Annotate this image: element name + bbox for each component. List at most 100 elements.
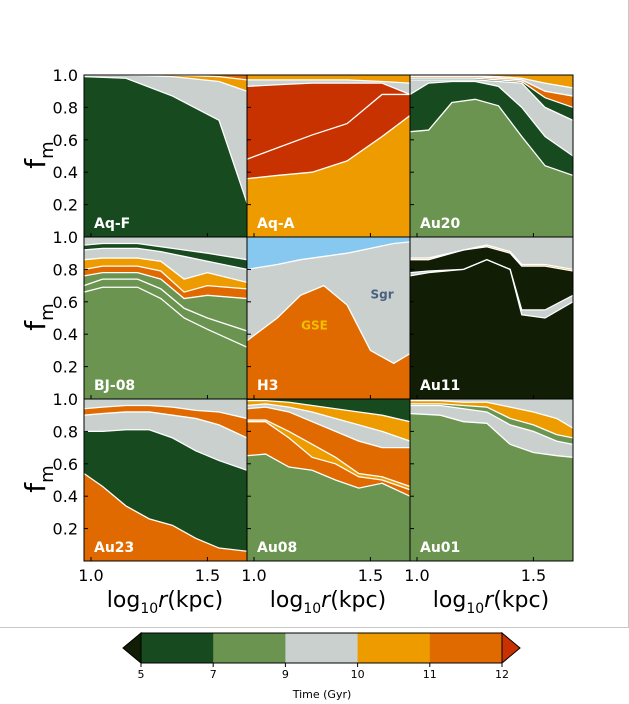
colorbar-over-arrow [501, 631, 521, 665]
band-au23-2 [84, 411, 247, 471]
band-au20-4 [410, 76, 573, 108]
colorbar-segment [213, 633, 286, 663]
band-boundary-au01-2 [410, 403, 573, 439]
figure-frame-bottom [0, 627, 629, 628]
y-tick-label: 0.6 [53, 455, 78, 474]
y-tick-label: 0.8 [53, 260, 78, 279]
band-boundary-bj-08-2 [84, 271, 247, 300]
band-boundary-au08-3 [247, 406, 410, 449]
band-aq-f-1 [84, 75, 247, 203]
colorbar-frame [140, 632, 503, 664]
panel-label: Au01 [420, 540, 460, 556]
panel-au08: Au08 [246, 398, 411, 562]
band-au01-4 [410, 399, 573, 429]
band-boundary-au20-4 [410, 75, 573, 97]
band-bj-08-1 [84, 279, 247, 348]
band-boundary-bj-08-4 [84, 257, 247, 283]
y-axis-label-row-1: fm [19, 141, 58, 168]
panel-au23: Au23 [83, 398, 248, 562]
band-boundary-aq-a-3 [247, 79, 410, 84]
panel-au20: Au20 [409, 74, 574, 238]
band-au08-0 [247, 454, 410, 561]
y-tick-label: 1.0 [53, 390, 78, 409]
band-boundary-bj-08-6 [84, 242, 247, 261]
y-tick-labels: 0.2 0.4 0.6 0.8 1.0 0.2 0.4 0.6 0.8 1.0 0.2 0.4 0.6 0… [53, 66, 78, 539]
band-boundary-au20-3 [410, 77, 573, 109]
band-boundary-au20-5 [410, 75, 573, 89]
band-boundary-aq-a-0 [247, 114, 410, 180]
band-boundary-bj-08-1 [84, 278, 247, 332]
annotation-sgr: Sgr [370, 288, 393, 302]
y-tick-label: 0.2 [53, 520, 78, 539]
panel-label: BJ-08 [94, 378, 135, 394]
band-boundary-au20-0 [410, 98, 573, 177]
band-boundary-au08-2 [247, 419, 410, 488]
y-tick-label: 0.8 [53, 422, 78, 441]
band-au20-6 [410, 75, 573, 88]
panel-grid: Aq-F Aq-A Au20 BJ-08 GSE Sgr H3 Au11 Au23 Au08 Au0… [83, 74, 574, 562]
x-axis-label-col-1: log10r(kpc) [107, 588, 223, 617]
y-tick-label: 0.8 [53, 98, 78, 117]
panel-label: H3 [257, 378, 278, 394]
band-bj-08-6 [84, 243, 247, 270]
band-boundary-bj-08-3 [84, 265, 247, 293]
x-tick-label: 1.0 [78, 566, 103, 585]
band-boundary-au01-1 [410, 404, 573, 445]
band-boundary-au08-1 [247, 421, 410, 491]
panel-label: Aq-A [257, 216, 295, 232]
band-boundary-au01-3 [410, 399, 573, 429]
panel-h3: GSE Sgr H3 [246, 236, 411, 400]
y-tick-label: 1.0 [53, 66, 78, 85]
band-aq-a-1 [247, 94, 410, 179]
y-tick-label: 0.2 [53, 196, 78, 215]
band-boundary-bj-08-5 [84, 247, 247, 271]
band-h3-2 [247, 237, 410, 270]
panel-frame [409, 398, 574, 562]
panel-label: Au20 [420, 216, 461, 232]
colorbar-tick-label: 10 [351, 668, 365, 681]
band-au08-2 [247, 420, 410, 490]
y-tick-label: 0.4 [53, 325, 78, 344]
band-au01-0 [410, 413, 573, 561]
panel-au01: Au01 [409, 398, 574, 562]
x-tick-label: 1.5 [195, 566, 220, 585]
band-au23-4 [84, 399, 247, 419]
colorbar-label: Time (Gyr) [292, 688, 352, 701]
band-boundary-au23-1 [84, 429, 247, 471]
band-au23-3 [84, 405, 247, 438]
band-bj-08-2 [84, 272, 247, 331]
band-au01-2 [410, 403, 573, 445]
band-boundary-au11-3 [410, 244, 573, 271]
band-au23-0 [84, 473, 247, 561]
y-tick-label: 0.6 [53, 131, 78, 150]
band-au11-4 [410, 237, 573, 270]
y-axis-label-row-2: fm [19, 303, 58, 330]
band-au08-1 [247, 421, 410, 497]
band-au23-1 [84, 429, 247, 552]
band-boundary-aq-a-1 [247, 93, 410, 160]
y-tick-label: 1.0 [53, 228, 78, 247]
band-aq-a-2 [247, 83, 410, 160]
band-aq-a-4 [247, 75, 410, 84]
colorbar-tick-label: 11 [423, 668, 437, 681]
band-boundary-au23-3 [84, 404, 247, 420]
band-h3-0 [247, 285, 410, 399]
y-axis-label-row-3: fm [19, 465, 58, 492]
band-boundary-au08-4 [247, 403, 410, 442]
band-boundary-au08-5 [247, 399, 410, 423]
band-boundary-au23-0 [84, 472, 247, 552]
band-boundary-aq-a-2 [247, 82, 410, 96]
band-boundary-h3-1 [247, 241, 410, 271]
band-au20-1 [410, 81, 573, 176]
panel-bj-08: BJ-08 [83, 236, 248, 400]
y-tick-label: 0.6 [53, 293, 78, 312]
band-au20-0 [410, 99, 573, 237]
band-au20-3 [410, 78, 573, 121]
x-axis-label-col-3: log10r(kpc) [433, 588, 549, 617]
x-tick-labels: 1.0 1.5 1.0 1.5 1.0 1.5 [78, 566, 546, 585]
band-aq-f-2 [84, 75, 247, 92]
y-tick-label: 0.2 [53, 358, 78, 377]
band-bj-08-5 [84, 248, 247, 283]
band-au11-2 [410, 246, 573, 310]
